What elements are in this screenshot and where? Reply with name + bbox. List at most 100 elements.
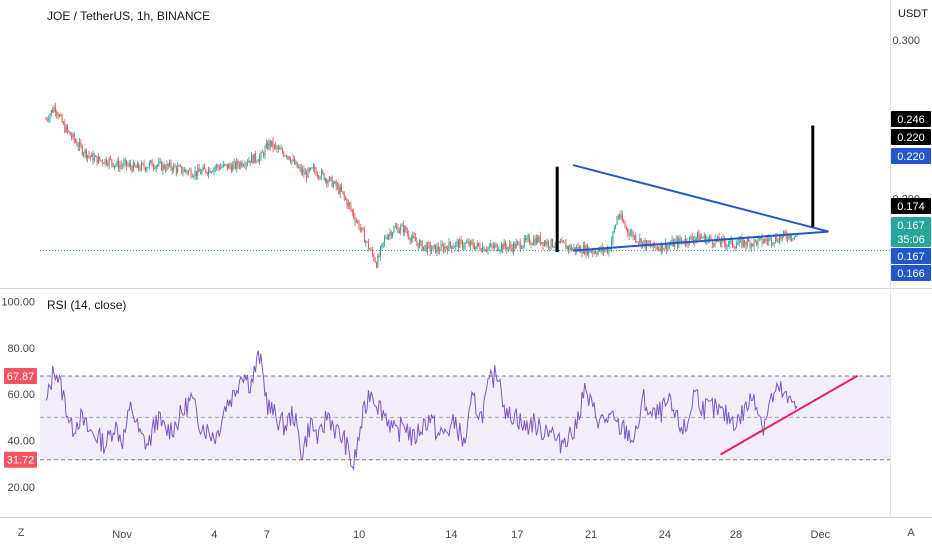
candle-body xyxy=(457,241,459,249)
candle-body xyxy=(733,246,735,248)
candle-body xyxy=(504,242,506,247)
candle-body xyxy=(476,243,478,247)
candle-body xyxy=(256,160,258,162)
candle-body xyxy=(183,169,185,172)
candle-body xyxy=(453,246,455,248)
candle-body xyxy=(161,161,163,171)
candle-body xyxy=(143,163,145,168)
candle-body xyxy=(423,246,425,251)
candle-body xyxy=(272,140,274,148)
candle-body xyxy=(621,214,623,221)
candle-body xyxy=(398,230,400,233)
price-label-badge xyxy=(891,265,931,281)
candle-body xyxy=(534,239,536,245)
x-tick-label: 14 xyxy=(445,529,457,541)
candle-body xyxy=(625,226,627,229)
candle-body xyxy=(756,240,758,245)
candle-body xyxy=(774,236,776,243)
candle-body xyxy=(616,218,618,225)
candle-body xyxy=(496,244,498,251)
candle-body xyxy=(347,202,349,206)
candle-body xyxy=(116,161,118,165)
candle-body xyxy=(787,237,789,239)
candle-body xyxy=(158,161,160,166)
candle-body xyxy=(89,156,91,158)
candle-body xyxy=(159,161,161,163)
candle-body xyxy=(514,243,516,249)
candle-body xyxy=(374,259,376,263)
candle-body xyxy=(776,236,778,242)
candle-body xyxy=(371,249,373,255)
candle-body xyxy=(299,167,301,168)
candle-body xyxy=(177,166,179,172)
candle-body xyxy=(174,165,176,167)
candle-body xyxy=(375,262,377,268)
candle-body xyxy=(390,232,392,237)
candle-body xyxy=(209,168,211,173)
candle-body xyxy=(84,149,86,154)
timezone-corner-icon[interactable]: Z xyxy=(17,527,25,539)
candle-body xyxy=(138,163,140,169)
candle-body xyxy=(212,171,214,173)
candle-body xyxy=(594,251,596,254)
candle-body xyxy=(167,163,169,166)
candle-body xyxy=(109,158,111,160)
candle-body xyxy=(547,241,549,247)
candle-body xyxy=(404,226,406,233)
candle-body xyxy=(115,164,117,166)
candle-body xyxy=(389,232,391,236)
candle-body xyxy=(506,246,508,250)
candle-body xyxy=(410,238,412,242)
rsi-tick-label: 80.00 xyxy=(7,343,35,355)
candle-body xyxy=(565,243,567,249)
rsi-title[interactable]: RSI (14, close) xyxy=(47,298,127,312)
candle-body xyxy=(338,185,340,194)
candle-body xyxy=(609,248,611,250)
candle-body xyxy=(722,237,724,239)
candle-body xyxy=(337,185,339,187)
candle-body xyxy=(789,234,791,239)
symbol-title[interactable]: JOE / TetherUS, 1h, BINANCE xyxy=(47,9,211,23)
candle-body xyxy=(251,155,253,163)
candle-body xyxy=(217,165,219,168)
candle-body xyxy=(619,215,621,218)
candle-body xyxy=(460,239,462,241)
candle-body xyxy=(640,238,642,247)
candle-body xyxy=(641,241,643,247)
candle-body xyxy=(80,142,82,146)
auto-scale-corner-icon[interactable]: A xyxy=(907,527,915,539)
candle-body xyxy=(155,165,157,169)
rsi-upper-badge xyxy=(4,368,37,385)
candle-body xyxy=(100,160,102,162)
candle-body xyxy=(224,164,226,165)
candle-body xyxy=(456,241,458,243)
candle-body xyxy=(521,248,523,249)
candle-body xyxy=(417,242,419,248)
candle-body xyxy=(230,166,232,172)
candle-body xyxy=(120,165,122,166)
candle-body xyxy=(531,244,533,245)
candle-body xyxy=(761,237,763,244)
candle-body xyxy=(517,242,519,243)
candle-body xyxy=(675,239,677,242)
candle-body xyxy=(605,248,607,250)
candle-body xyxy=(791,238,793,240)
candle-body xyxy=(83,153,85,155)
candle-body xyxy=(260,152,262,157)
candle-body xyxy=(444,246,446,251)
candle-body xyxy=(615,224,617,229)
candle-body xyxy=(510,244,512,248)
candle-body xyxy=(234,162,236,169)
candle-body xyxy=(79,142,81,148)
candle-body xyxy=(308,168,310,170)
candle-body xyxy=(549,246,551,248)
candle-body xyxy=(213,168,215,172)
candle-body xyxy=(513,243,515,252)
candle-body xyxy=(370,249,372,251)
candle-body xyxy=(327,181,329,184)
candle-body xyxy=(144,167,146,171)
candle-body xyxy=(134,162,136,167)
candle-body xyxy=(764,239,766,242)
candle-body xyxy=(471,241,473,243)
